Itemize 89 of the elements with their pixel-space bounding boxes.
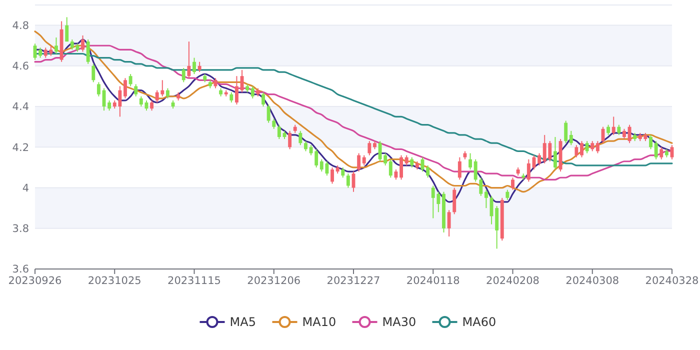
candlestick <box>124 78 127 99</box>
candlestick <box>388 158 392 178</box>
candlestick <box>187 41 191 79</box>
candlestick <box>670 144 674 160</box>
candlestick <box>54 36 58 54</box>
candlestick <box>553 136 557 170</box>
candlestick <box>362 154 366 166</box>
x-tick-label: 20231025 <box>88 275 142 287</box>
candlestick <box>38 47 42 58</box>
candlestick <box>240 69 244 93</box>
candlestick <box>484 189 488 209</box>
x-tick-label: 20240308 <box>566 275 620 287</box>
candlestick <box>426 164 430 178</box>
y-tick-label: 3.8 <box>12 223 29 236</box>
x-tick-label: 20240208 <box>486 275 540 287</box>
x-tick-label: 20231227 <box>326 275 380 287</box>
candlestick <box>400 154 403 180</box>
candlestick <box>346 173 350 188</box>
candlestick <box>628 124 632 144</box>
candlestick <box>590 140 594 152</box>
legend-label: MA30 <box>382 315 416 330</box>
candlestick <box>96 82 100 97</box>
candlestick <box>569 130 573 146</box>
candlestick <box>250 86 254 99</box>
candlestick <box>649 134 652 150</box>
candlestick <box>410 156 414 168</box>
y-tick-label: 4.6 <box>12 60 30 73</box>
candlestick <box>108 100 112 112</box>
candlestick <box>526 158 530 182</box>
x-tick-label: 20231206 <box>247 275 301 287</box>
y-tick-label: 4.2 <box>12 142 29 154</box>
y-tick-label: 4 <box>22 182 30 194</box>
legend-label: MA60 <box>462 315 496 330</box>
candlestick <box>479 177 483 196</box>
candlestick <box>166 88 170 99</box>
candlestick <box>612 116 616 136</box>
candlestick <box>234 76 238 106</box>
candlestick <box>198 61 202 73</box>
x-tick-label: 20231115 <box>168 275 221 287</box>
candlestick <box>341 166 345 178</box>
candlestick <box>654 140 658 160</box>
candlestick <box>368 140 372 156</box>
candlestick <box>606 124 610 136</box>
candlestick <box>495 206 499 250</box>
candlestick <box>574 144 578 158</box>
candlestick <box>468 152 472 170</box>
x-tick-label: 20240328 <box>645 275 699 287</box>
candlestick <box>272 118 276 130</box>
candlestick <box>617 124 621 136</box>
candlestick <box>447 210 451 238</box>
candlestick <box>150 100 154 112</box>
candlestick <box>622 128 626 140</box>
y-tick-label: 4.8 <box>12 20 29 32</box>
candlestick <box>134 84 138 97</box>
candlestick <box>288 130 292 150</box>
y-tick-label: 4.4 <box>12 101 30 114</box>
candlestick <box>86 39 90 64</box>
candlestick <box>506 189 510 200</box>
candlestick <box>596 140 600 154</box>
candlestick <box>394 168 398 180</box>
candlestick <box>452 187 456 215</box>
candlestick <box>458 156 462 180</box>
candlestick <box>564 120 568 144</box>
candlestick <box>580 140 584 158</box>
candlestick <box>128 74 132 87</box>
candlestick <box>277 124 281 140</box>
candlestick <box>330 166 334 184</box>
candlestick <box>511 177 514 190</box>
candlestick <box>262 92 265 108</box>
candlestick <box>357 152 361 172</box>
candlestick <box>266 104 270 124</box>
candlestick <box>182 67 186 83</box>
candlestick <box>404 154 408 166</box>
candlestick <box>474 158 478 182</box>
candlestick <box>65 16 69 42</box>
candlestick <box>538 152 542 166</box>
candlestick <box>81 34 84 52</box>
candlestick <box>230 92 234 103</box>
candlestick <box>298 130 302 146</box>
candlestick <box>660 146 664 160</box>
legend-label: MA5 <box>230 315 256 330</box>
candlestick <box>92 63 96 83</box>
legend-label: MA10 <box>302 315 336 330</box>
candlestick <box>585 140 589 154</box>
candlestick <box>304 140 308 152</box>
candlestick <box>192 57 196 75</box>
x-tick-label: 20230926 <box>8 275 62 287</box>
y-tick-label: 3.6 <box>12 264 30 276</box>
x-tick-label: 20240118 <box>406 275 460 287</box>
